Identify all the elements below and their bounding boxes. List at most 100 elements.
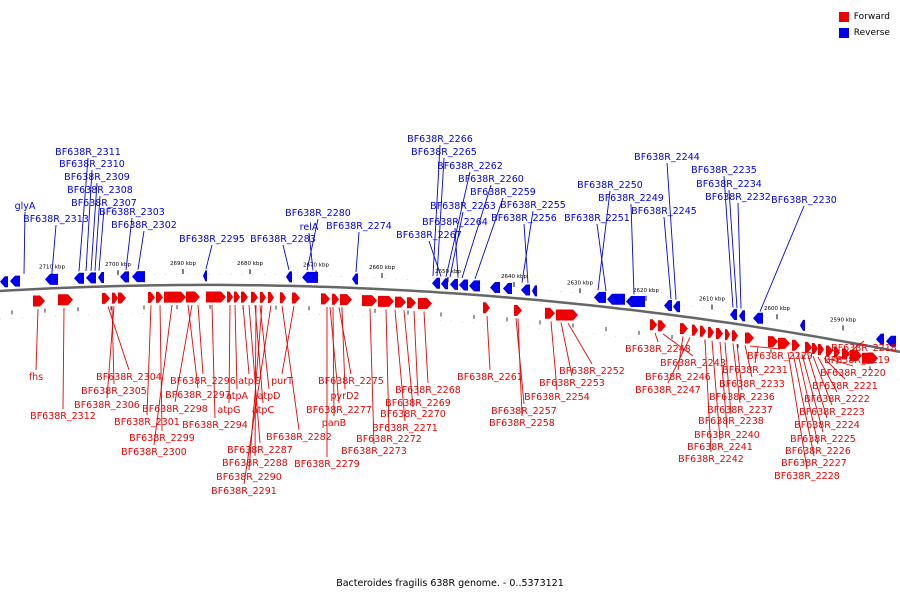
reverse-gene-arrow xyxy=(607,293,625,305)
forward-gene-label: BF638R_2237 xyxy=(707,405,773,416)
reverse-gene-label-leader xyxy=(308,232,314,271)
forward-gene-label: panB xyxy=(322,418,346,429)
reverse-gene-label-leader xyxy=(723,175,734,308)
forward-gene-label: BF638R_2223 xyxy=(799,407,865,418)
forward-gene-label: BF638R_2238 xyxy=(698,416,764,427)
forward-gene-label-leader xyxy=(62,307,65,410)
legend-reverse: Reverse xyxy=(838,25,890,41)
reverse-gene-arrow xyxy=(286,271,292,283)
reverse-gene-label-leader xyxy=(474,197,504,280)
forward-gene-label-leader xyxy=(242,305,250,375)
reverse-gene-label-leader xyxy=(759,205,805,312)
forward-gene-arrow xyxy=(725,329,730,341)
legend-forward-label: Forward xyxy=(853,12,890,22)
forward-gene-label-leader xyxy=(254,305,257,457)
axis-tick-label: 2640 kbp xyxy=(501,274,527,280)
forward-gene-arrow xyxy=(658,320,666,332)
forward-gene-arrow xyxy=(321,293,330,305)
reverse-gene-arrow xyxy=(86,272,96,284)
forward-gene-label-leader xyxy=(754,347,759,364)
forward-gene-label-leader xyxy=(797,353,819,445)
forward-gene-label: BF638R_2261 xyxy=(457,372,523,383)
reverse-gene-arrow xyxy=(98,272,104,284)
reverse-swatch xyxy=(838,28,849,38)
forward-gene-label: BF638R_2224 xyxy=(794,420,860,431)
forward-gene-label-leader xyxy=(329,306,340,404)
reverse-gene-arrow xyxy=(302,271,318,283)
forward-gene-label: BF638R_2269 xyxy=(385,398,451,409)
forward-gene-arrow xyxy=(818,344,824,356)
reverse-gene-arrow xyxy=(594,291,606,303)
reverse-gene-arrow xyxy=(10,275,20,287)
forward-gene-arrow xyxy=(708,326,714,338)
forward-gene-label: BF638R_2301 xyxy=(114,417,180,428)
forward-gene-arrow xyxy=(514,304,522,316)
reverse-gene-arrow xyxy=(432,277,440,289)
forward-gene-label: BF638R_2240 xyxy=(694,430,760,441)
reverse-gene-label: BF638R_2263 xyxy=(430,201,496,212)
forward-swatch xyxy=(838,12,849,22)
forward-gene-label-leader xyxy=(243,305,272,485)
legend-forward: Forward xyxy=(838,9,890,25)
reverse-gene-label: BF638R_2259 xyxy=(470,187,536,198)
reverse-gene-label-leader xyxy=(454,227,459,278)
axis-tick-label: 2620 kbp xyxy=(633,288,659,294)
forward-gene-label: BF638R_2305 xyxy=(81,386,147,397)
forward-gene-label: BF638R_2246 xyxy=(645,372,711,383)
reverse-gene-arrow xyxy=(626,295,645,307)
forward-gene-label-leader xyxy=(654,332,659,343)
forward-gene-arrow xyxy=(156,291,163,303)
forward-gene-arrow xyxy=(556,309,578,321)
reverse-gene-label: BF638R_2267 xyxy=(396,230,462,241)
reverse-gene-label-leader xyxy=(596,223,607,292)
forward-gene-label: BF638R_2270 xyxy=(380,409,446,420)
forward-gene-arrow xyxy=(834,346,840,358)
reverse-gene-arrow xyxy=(469,280,480,292)
forward-gene-label-leader xyxy=(792,352,815,457)
reverse-gene-label: BF638R_2313 xyxy=(23,214,89,225)
forward-gene-arrow xyxy=(280,292,286,304)
forward-gene-label-leader xyxy=(35,308,39,371)
forward-gene-label: atpC xyxy=(252,405,275,416)
reverse-gene-arrow xyxy=(673,301,680,313)
reverse-gene-label: BF638R_2280 xyxy=(285,208,351,219)
forward-gene-arrow xyxy=(340,294,352,306)
forward-gene-label: BF638R_2279 xyxy=(294,459,360,470)
forward-gene-label-leader xyxy=(744,345,753,378)
axis-tick-label: 2590 kbp xyxy=(830,317,856,323)
forward-gene-arrow xyxy=(792,339,800,351)
reverse-gene-arrow xyxy=(664,300,672,312)
forward-gene-label: BF638R_2304 xyxy=(96,372,162,383)
forward-gene-label-leader xyxy=(111,306,115,385)
reverse-gene-label: BF638R_2249 xyxy=(598,193,664,204)
forward-gene-label: BF638R_2243 xyxy=(660,358,726,369)
reverse-gene-label: BF638R_2302 xyxy=(111,220,177,231)
forward-gene-label-leader xyxy=(677,336,684,371)
reverse-gene-label-leader xyxy=(461,184,492,279)
forward-gene-label: BF638R_2306 xyxy=(74,400,140,411)
forward-gene-label: BF638R_2268 xyxy=(395,385,461,396)
forward-gene-label: BF638R_2229 xyxy=(747,351,813,362)
reverse-gene-arrow xyxy=(459,279,468,291)
forward-gene-arrow xyxy=(378,295,394,307)
forward-gene-label-leader xyxy=(281,305,300,431)
reverse-gene-label: BF638R_2245 xyxy=(631,206,697,217)
forward-gene-arrow xyxy=(186,291,200,303)
forward-gene-label: BF638R_2247 xyxy=(635,385,701,396)
forward-gene-label: BF638R_2226 xyxy=(785,446,851,457)
reverse-gene-label: BF638R_2295 xyxy=(179,234,245,245)
forward-gene-arrow xyxy=(206,291,226,303)
forward-gene-label-leader xyxy=(174,304,193,403)
reverse-gene-label-leader xyxy=(523,223,529,284)
reverse-gene-label-leader xyxy=(436,157,445,277)
forward-gene-arrow xyxy=(251,291,258,303)
forward-gene-label-leader xyxy=(749,345,781,350)
forward-gene-label-leader xyxy=(667,337,691,384)
forward-gene-label-leader xyxy=(823,357,846,380)
forward-gene-label-leader xyxy=(662,333,694,357)
reverse-gene-label: BF638R_2310 xyxy=(59,159,125,170)
forward-gene-arrow xyxy=(148,291,155,303)
forward-gene-arrow xyxy=(826,345,833,357)
reverse-gene-label-leader xyxy=(597,190,611,291)
forward-gene-label: BF638R_2271 xyxy=(372,423,438,434)
